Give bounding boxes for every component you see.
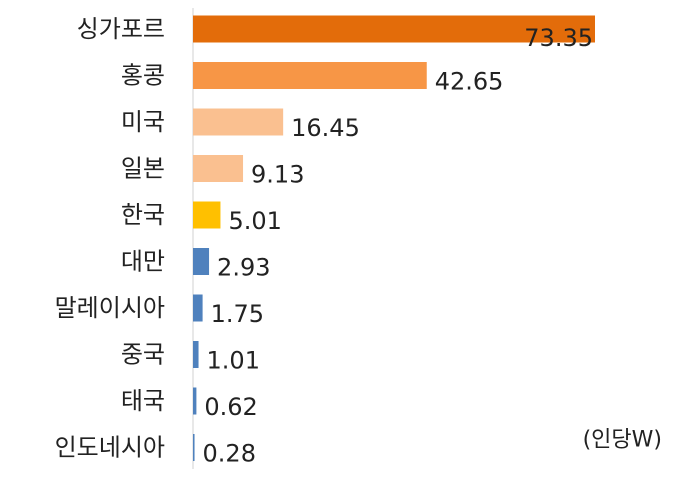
category-label: 싱가포르 [77,15,165,43]
bar [193,108,284,136]
value-label: 73.35 [524,24,593,52]
bar [193,62,427,89]
bar [193,155,244,182]
value-label: 42.65 [435,68,504,96]
bar [193,387,197,415]
value-label: 9.13 [251,161,304,189]
value-label: 16.45 [291,114,360,142]
category-label: 홍콩 [121,62,165,90]
value-label: 1.01 [207,347,260,375]
category-label: 미국 [121,108,165,136]
bar [193,341,199,368]
category-label: 한국 [121,201,165,229]
category-label: 말레이시아 [55,294,165,322]
value-label: 1.75 [211,300,264,328]
bar [193,15,595,43]
category-label: 태국 [121,387,165,415]
category-label: 일본 [121,155,165,183]
bar [193,434,195,461]
bar [193,248,210,275]
bar [193,201,221,229]
category-label: 대만 [121,248,165,276]
value-label: 2.93 [217,254,270,282]
value-label: 0.62 [204,393,257,421]
bar [193,294,203,322]
unit-label: (인당W) [583,428,662,453]
category-label: 중국 [121,341,165,369]
category-label: 인도네시아 [55,434,165,462]
value-label: 5.01 [228,207,281,235]
value-label: 0.28 [203,440,256,468]
